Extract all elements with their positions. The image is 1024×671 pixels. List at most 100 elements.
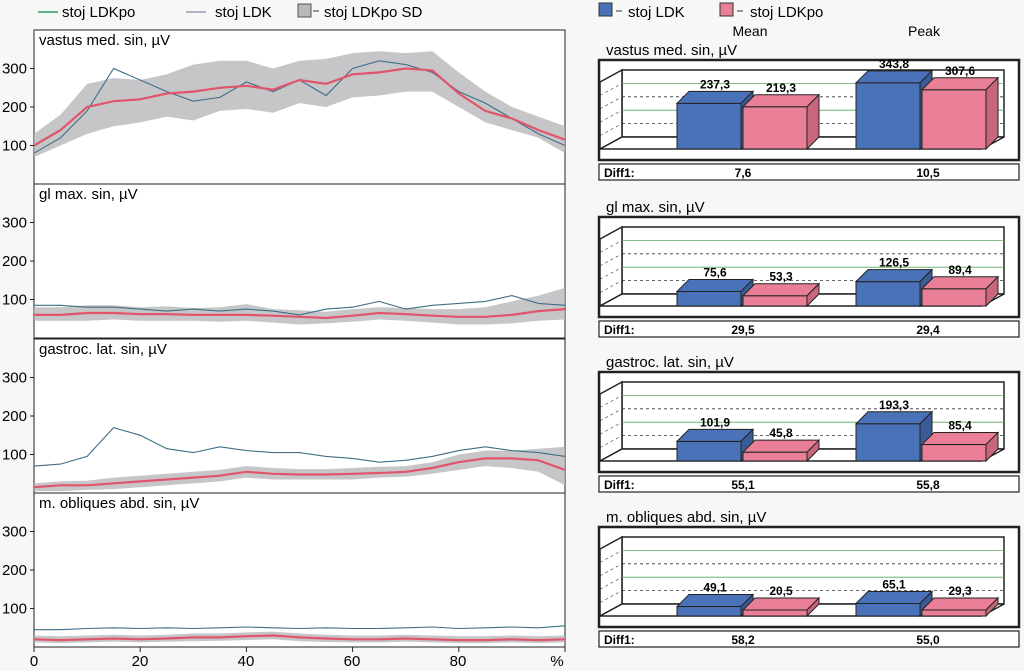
bar-value-label: 101,9 bbox=[700, 415, 730, 429]
bar-ldk bbox=[676, 606, 742, 617]
series-line-ldkpo bbox=[33, 67, 566, 147]
bar-side-wall bbox=[599, 380, 623, 463]
plot-area bbox=[33, 492, 566, 648]
bar-value-label: 89,4 bbox=[948, 263, 972, 277]
bar-ldkpo bbox=[742, 609, 808, 617]
panel-title: gl max. sin, µV bbox=[39, 186, 138, 203]
bar-legend: stoj LDK stoj LDKpo Mean Peak bbox=[598, 2, 941, 39]
line-legend: stoj LDKpo stoj LDK stoj LDKpo SD bbox=[38, 3, 423, 21]
line-panel: 100 200 300 gl max. sin, µV bbox=[2, 183, 566, 339]
bar-side-wall bbox=[599, 535, 623, 618]
bar-gridline-side bbox=[599, 253, 623, 267]
bar-ldkpo bbox=[921, 444, 987, 462]
bar-gridline-side bbox=[599, 590, 623, 603]
line-panel: 100 200 300 gastroc. lat. sin, µV bbox=[2, 338, 566, 494]
bar-top-face bbox=[920, 432, 1000, 446]
bar-panel-title: gastroc. lat. sin, µV bbox=[606, 354, 734, 371]
panel-title: gastroc. lat. sin, µV bbox=[39, 341, 167, 358]
bar-ldk bbox=[855, 423, 921, 462]
series-line-ldkpo bbox=[33, 634, 566, 642]
bar-top-face bbox=[854, 70, 934, 84]
series-line-ldkpo bbox=[33, 457, 566, 489]
bar-value-label: 126,5 bbox=[879, 256, 909, 270]
bar-top-face bbox=[920, 276, 1000, 290]
line-panel: 100 200 300 vastus med. sin, µV bbox=[2, 29, 566, 185]
y-tick-label: 300 bbox=[2, 61, 27, 78]
bar-top-face bbox=[741, 283, 821, 297]
bar-col-mean-label: Mean bbox=[732, 23, 767, 39]
y-tick-label: 100 bbox=[2, 292, 27, 309]
bar-top-face bbox=[854, 590, 934, 604]
panel-title: m. obliques abd. sin, µV bbox=[39, 495, 199, 512]
x-tick-label: 20 bbox=[132, 653, 149, 670]
legend-label-ldk: stoj LDK bbox=[215, 4, 272, 21]
bar-side-face bbox=[985, 275, 999, 308]
bar-value-label: 20,5 bbox=[769, 584, 793, 598]
bar-value-label: 75,6 bbox=[703, 265, 727, 279]
bar-side-face bbox=[806, 438, 820, 463]
bar-top-face bbox=[741, 439, 821, 453]
bar-gridline-side bbox=[599, 421, 623, 435]
diff-label: Diff1: bbox=[604, 166, 635, 180]
bar-panels: vastus med. sin, µV 237,3 343,8 219,3 307,6 D… bbox=[597, 42, 1021, 648]
bar-top-face bbox=[675, 428, 755, 442]
bar-gridline-side bbox=[599, 109, 623, 123]
bar-side-face bbox=[806, 596, 820, 618]
bar-value-label: 343,8 bbox=[879, 57, 909, 71]
bar-value-label: 307,6 bbox=[945, 64, 975, 78]
y-tick-label: 200 bbox=[2, 253, 27, 270]
bar-gridline-side bbox=[599, 123, 623, 136]
bar-value-label: 193,3 bbox=[879, 398, 909, 412]
bar-legend-swatch-ldkpo bbox=[719, 2, 734, 17]
bar-panel-title: vastus med. sin, µV bbox=[606, 42, 737, 59]
bar-gridline-side bbox=[599, 395, 623, 408]
legend-label-ldkpo: stoj LDKpo bbox=[62, 4, 135, 21]
bar-ldkpo bbox=[742, 106, 808, 150]
bar-gridline-side bbox=[599, 550, 623, 563]
series-line-ldkpo bbox=[34, 308, 566, 320]
diff-row bbox=[598, 630, 1020, 648]
diff-value-mean: 58,2 bbox=[731, 633, 755, 647]
sd-band bbox=[34, 51, 565, 158]
bar-gridline-side bbox=[599, 240, 623, 253]
y-tick-label: 200 bbox=[2, 408, 27, 425]
bar-gridline-side bbox=[599, 408, 623, 422]
bar-gridline-side bbox=[599, 266, 623, 280]
bar-top-face bbox=[920, 597, 1000, 611]
bar-col-peak-label: Peak bbox=[908, 23, 941, 39]
y-tick-label: 200 bbox=[2, 562, 27, 579]
series-line-ldk bbox=[33, 426, 566, 467]
x-axis-unit: % bbox=[550, 653, 563, 670]
diff-value-peak: 10,5 bbox=[916, 166, 940, 180]
series-line-ldk bbox=[34, 295, 566, 316]
bar-side-wall bbox=[599, 68, 623, 151]
x-tick-label: 0 bbox=[30, 653, 38, 670]
bar-ldkpo bbox=[921, 609, 987, 617]
panel-title-bg bbox=[36, 31, 202, 50]
bar-legend-label-ldk: stoj LDK bbox=[628, 4, 685, 21]
bar-gridline-side bbox=[599, 576, 623, 590]
diff-value-peak: 55,0 bbox=[916, 633, 940, 647]
bar-ldkpo bbox=[921, 89, 987, 150]
bar-top-face bbox=[675, 278, 755, 292]
diff-label: Diff1: bbox=[604, 478, 635, 492]
bar-side-face bbox=[806, 282, 820, 308]
bar-value-label: 219,3 bbox=[766, 81, 796, 95]
diff-row bbox=[598, 320, 1020, 338]
y-tick-label: 200 bbox=[2, 99, 27, 116]
panel-title-bg bbox=[36, 340, 219, 359]
bar-panel: gl max. sin, µV 75,6 126,5 53,3 89,4 Diff1: 29… bbox=[597, 199, 1021, 338]
bar-panel: gastroc. lat. sin, µV 101,9 193,3 45,8 85,4 D… bbox=[597, 354, 1021, 493]
bar-ldkpo bbox=[742, 451, 808, 462]
bar-top-face bbox=[675, 90, 755, 104]
line-panels: 100 200 300 vastus med. sin, µV 100 200 300 gl … bbox=[2, 29, 566, 652]
bar-ldk bbox=[676, 290, 742, 307]
bar-ldk bbox=[676, 440, 742, 462]
diff-value-mean: 29,5 bbox=[731, 323, 755, 337]
bar-value-label: 85,4 bbox=[948, 419, 972, 433]
bar-value-label: 49,1 bbox=[703, 581, 727, 595]
diff-value-peak: 55,8 bbox=[916, 478, 940, 492]
bar-top-face bbox=[854, 411, 934, 425]
bar-top-face bbox=[920, 77, 1000, 91]
